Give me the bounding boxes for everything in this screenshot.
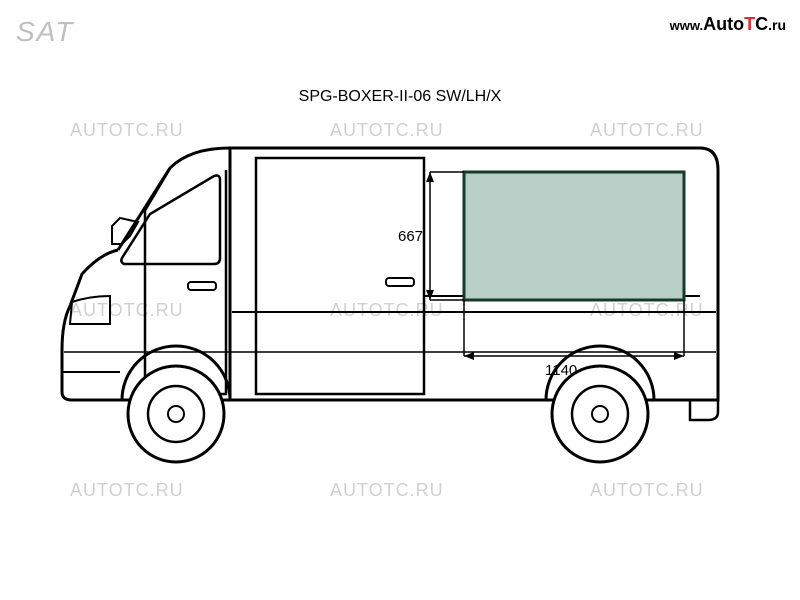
dim-width-label: 1140 — [545, 362, 577, 379]
glass-panel — [464, 172, 684, 300]
dim-height — [426, 172, 464, 300]
front-wheel — [122, 346, 230, 462]
diagram-svg — [0, 0, 800, 600]
dim-height-label: 667 — [398, 228, 423, 245]
